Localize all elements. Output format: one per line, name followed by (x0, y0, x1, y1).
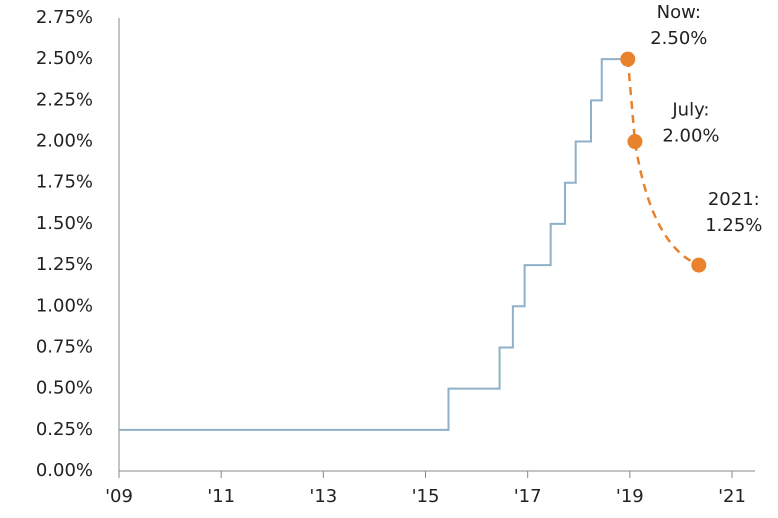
x-tick-label: '09 (105, 486, 133, 507)
projection-line (626, 59, 700, 267)
y-tick-label: 1.25% (36, 254, 93, 275)
point-title: Now: (657, 2, 701, 23)
y-tick-label: 1.00% (36, 295, 93, 316)
value-label: 2.00% (662, 126, 719, 147)
y-tick-label: 2.75% (36, 7, 93, 28)
step-line (119, 58, 628, 431)
x-tick-label: '21 (718, 486, 746, 507)
point-title: July: (671, 100, 709, 121)
value-label: 1.25% (705, 215, 762, 236)
x-tick-label: '17 (514, 486, 542, 507)
y-tick-label: 0.00% (36, 460, 93, 481)
point (620, 51, 636, 67)
x-tick-label: '15 (412, 486, 440, 507)
y-tick-label: 2.25% (36, 89, 93, 110)
point-title: 2021: (708, 189, 760, 210)
x-tick-label: '13 (309, 486, 337, 507)
y-tick-label: 0.75% (36, 336, 93, 357)
y-tick-label: 2.50% (36, 48, 93, 69)
y-tick-label: 1.75% (36, 172, 93, 193)
y-tick-label: 1.50% (36, 213, 93, 234)
x-tick-label: '11 (207, 486, 235, 507)
y-tick-label: 2.00% (36, 131, 93, 152)
point (691, 257, 707, 273)
y-tick-label: 0.25% (36, 419, 93, 440)
point (627, 134, 643, 150)
x-tick-label: '19 (616, 486, 644, 507)
value-label: 2.50% (650, 28, 707, 49)
y-tick-label: 0.50% (36, 378, 93, 399)
